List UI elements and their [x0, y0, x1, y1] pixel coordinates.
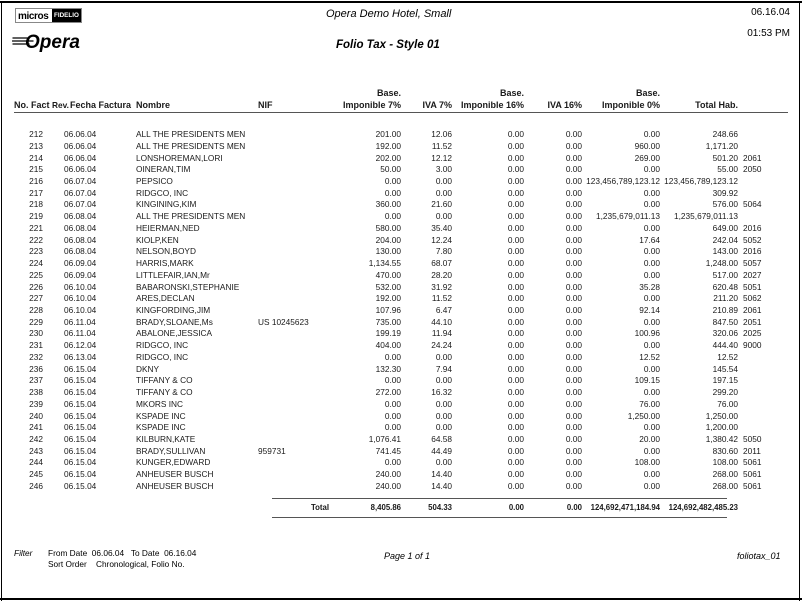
- svg-text:Opera: Opera: [25, 32, 80, 53]
